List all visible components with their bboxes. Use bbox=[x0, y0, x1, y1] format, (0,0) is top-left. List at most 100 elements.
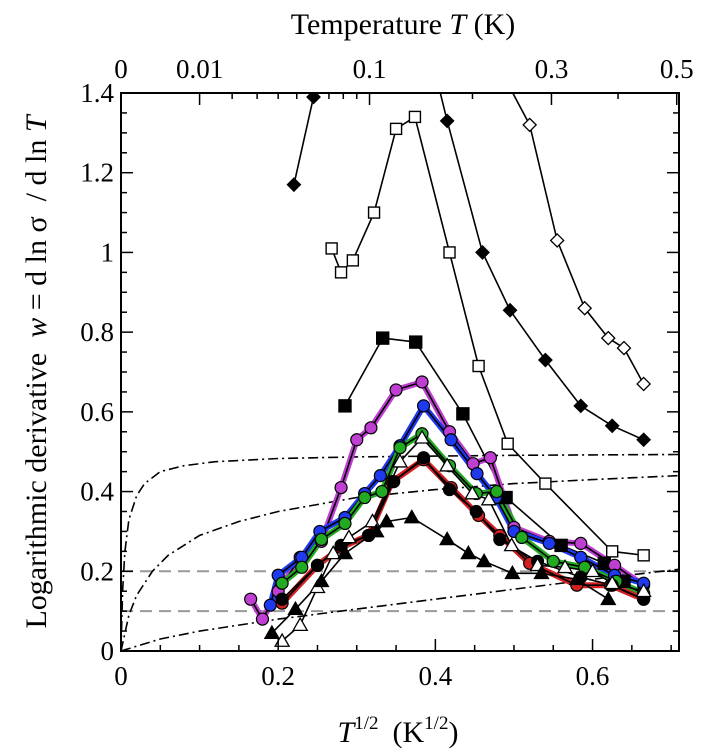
series-8-point-6 bbox=[375, 484, 389, 499]
theory-curve-1 bbox=[121, 453, 679, 651]
series-markers bbox=[244, 67, 652, 647]
x-tick-label: 0 bbox=[114, 661, 128, 691]
y-tick-label: 1 bbox=[101, 237, 115, 267]
series-11-point-14 bbox=[556, 558, 574, 574]
series-7-point-1 bbox=[263, 598, 277, 612]
series-1-point-3 bbox=[315, 67, 328, 80]
series-4-point-3 bbox=[346, 254, 360, 267]
series-11-point-10 bbox=[464, 485, 481, 500]
series-12-point-8 bbox=[439, 531, 456, 546]
series-2-line bbox=[439, 93, 644, 441]
series-4-point-5 bbox=[389, 122, 403, 136]
series-10-point-8 bbox=[469, 504, 483, 519]
series-10-point-1 bbox=[275, 592, 289, 606]
series-5-point-2 bbox=[376, 331, 390, 345]
x-axis-label: T1/2 (K1/2) bbox=[338, 713, 459, 749]
series-12-point-12 bbox=[533, 564, 550, 580]
series-7-point-14 bbox=[542, 536, 556, 550]
series-10-point-7 bbox=[442, 482, 457, 497]
series-8-point-12 bbox=[515, 530, 529, 545]
series-6-point-2 bbox=[255, 612, 270, 626]
y-axis-label-mid: = d ln σ / d ln bbox=[20, 132, 53, 318]
series-12-point-6 bbox=[378, 513, 395, 528]
theory-curve-2 bbox=[121, 474, 679, 651]
series-12-point-1 bbox=[263, 624, 281, 639]
series-7-point-11 bbox=[470, 467, 484, 481]
series-3-point-2 bbox=[522, 117, 538, 133]
ticks: 0 0.2 0.4 0.600.20.40.60.811.21.40 0.01 0.1 0.… bbox=[80, 54, 693, 691]
series-12-point-7 bbox=[403, 509, 420, 524]
series-8-point-1 bbox=[275, 576, 289, 590]
top-tick-label: 0.01 bbox=[176, 54, 223, 84]
series-12-line bbox=[271, 516, 609, 634]
series-12-point-11 bbox=[504, 564, 521, 580]
y-axis-label-w: w bbox=[20, 318, 53, 338]
theory-curve-3 bbox=[121, 568, 679, 651]
y-tick-label: 0.8 bbox=[80, 317, 114, 347]
series-8-line bbox=[281, 433, 644, 594]
top-tick-label: 0.5 bbox=[660, 54, 694, 84]
series-2-point-7 bbox=[604, 418, 620, 434]
series-2-point-6 bbox=[573, 398, 589, 414]
series-3-point-1 bbox=[496, 67, 509, 80]
series-8-point-5 bbox=[358, 490, 372, 505]
y-tick-label: 0.6 bbox=[80, 397, 114, 427]
series-4-point-6 bbox=[408, 110, 422, 124]
series-8-point-2 bbox=[295, 560, 309, 574]
x-axis-label-exp: 1/2 bbox=[354, 713, 378, 734]
series-6-point-10 bbox=[415, 375, 429, 389]
x-axis-label-var: T bbox=[338, 716, 357, 749]
series-11-point-6 bbox=[364, 513, 381, 528]
series-12-point-5 bbox=[368, 523, 385, 538]
top-axis-label-var: T bbox=[449, 8, 468, 41]
series-11-point-7 bbox=[391, 453, 409, 468]
top-axis-label: Temperature T (K) bbox=[291, 8, 516, 41]
series-10-point-6 bbox=[416, 451, 431, 465]
series-4-point-2 bbox=[334, 266, 348, 279]
series-2-point-5 bbox=[537, 352, 553, 368]
series-6-point-13 bbox=[483, 451, 497, 465]
series-3-line bbox=[511, 93, 645, 385]
series-4-point-11 bbox=[605, 545, 619, 558]
series-11-point-11 bbox=[480, 491, 497, 506]
series-2-point-1 bbox=[429, 67, 442, 80]
dash-dot-curves bbox=[121, 453, 679, 651]
series-11-point-17 bbox=[635, 582, 652, 598]
series-2-point-4 bbox=[502, 302, 518, 318]
series-1-line bbox=[293, 93, 316, 185]
series-12-point-10 bbox=[475, 553, 493, 568]
series-11-point-16 bbox=[604, 574, 621, 590]
series-2-point-2 bbox=[439, 113, 455, 129]
series-12-point-13 bbox=[568, 570, 585, 586]
series-11-point-2 bbox=[292, 616, 309, 631]
y-axis-label: Logarithmic derivative w = d ln σ / d ln… bbox=[20, 113, 53, 628]
x-axis-label-unit-close: ) bbox=[448, 716, 458, 749]
series-4-point-10 bbox=[539, 477, 552, 490]
series-12-point-4 bbox=[336, 545, 354, 560]
series-3-point-3 bbox=[549, 233, 565, 248]
top-axis-label-text: Temperature bbox=[291, 8, 450, 41]
series-5-point-3 bbox=[409, 335, 423, 349]
series-3-point-5 bbox=[600, 330, 616, 346]
series-12-point-3 bbox=[313, 572, 330, 588]
series-4-point-9 bbox=[501, 437, 514, 450]
series-4-point-1 bbox=[325, 242, 338, 255]
y-tick-label: 0.2 bbox=[80, 556, 114, 586]
series-11-point-8 bbox=[413, 429, 431, 444]
series-10-point-5 bbox=[387, 475, 401, 489]
y-axis-label-t: T bbox=[20, 113, 53, 132]
series-4-point-8 bbox=[472, 359, 485, 373]
series-6-point-1 bbox=[244, 592, 258, 606]
series-10-point-2 bbox=[310, 558, 325, 572]
top-tick-label: 0.3 bbox=[535, 54, 569, 84]
y-tick-label: 1.4 bbox=[80, 78, 114, 108]
series-4-point-4 bbox=[367, 206, 381, 219]
series-11-point-4 bbox=[325, 545, 342, 560]
series-6-point-16 bbox=[574, 536, 588, 550]
series-4-point-12 bbox=[637, 549, 650, 562]
series-6-point-7 bbox=[350, 433, 364, 447]
series-6-point-6 bbox=[334, 480, 348, 495]
series-1-point-1 bbox=[286, 177, 302, 193]
series-8-point-7 bbox=[393, 441, 407, 455]
